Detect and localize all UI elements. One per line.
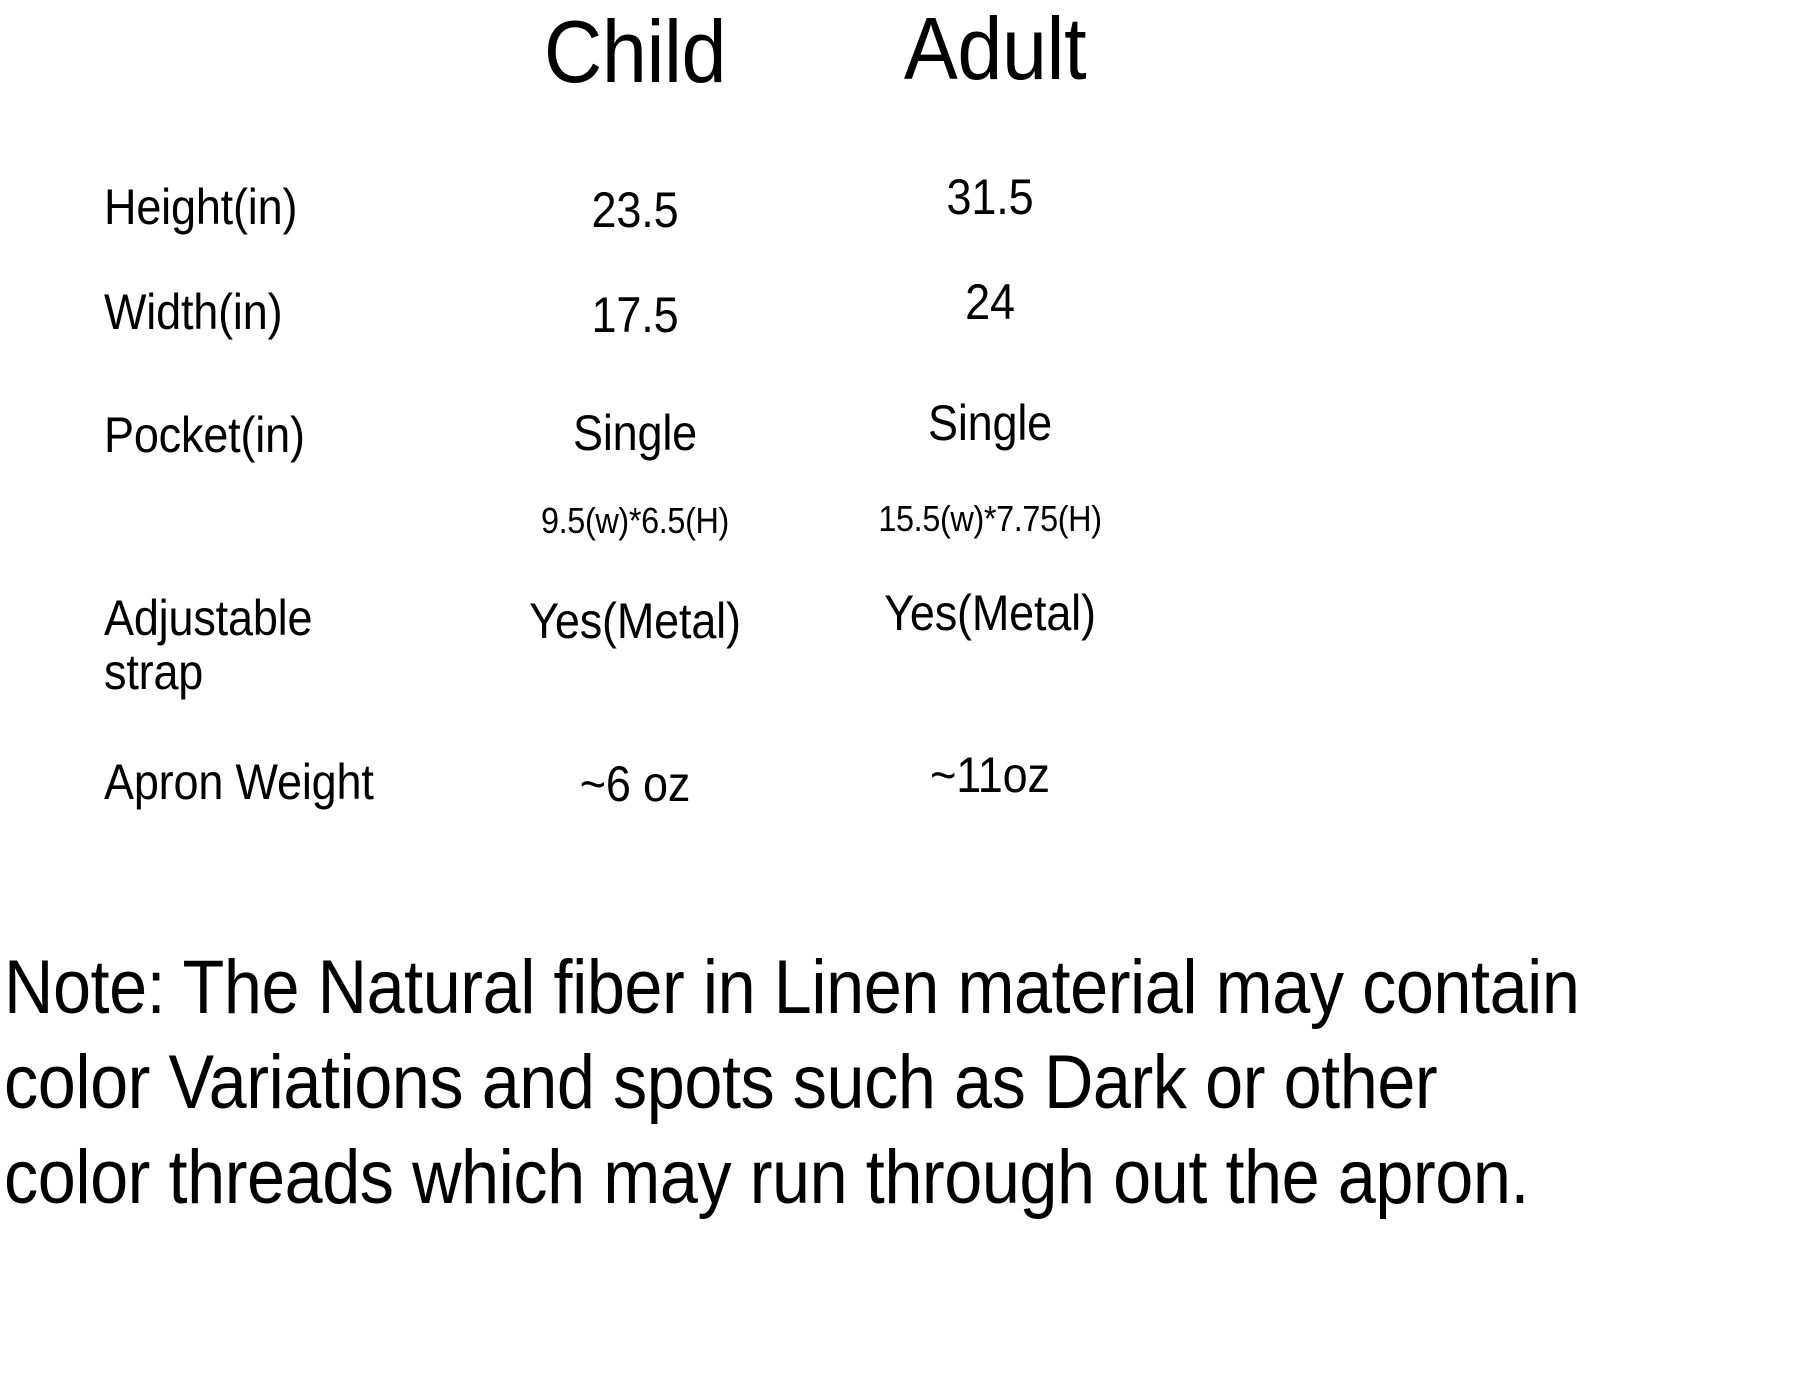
cell-width-adult: 24	[965, 274, 1015, 330]
cell-height-child: 23.5	[591, 182, 679, 238]
spec-table: Child Adult Height(in) 23.5 31.5 Width(i…	[104, 0, 1102, 812]
cell-height-adult: 31.5	[946, 169, 1034, 225]
column-header-child: Child	[543, 2, 727, 101]
cell-adjustable-strap-adult: Yes(Metal)	[884, 585, 1096, 641]
cell-adjustable-strap-child: Yes(Metal)	[529, 593, 741, 649]
row-label-width: Width(in)	[104, 284, 283, 340]
note-line-3: color threads which may run through out …	[4, 1135, 1529, 1220]
cell-pocket-child: Single	[572, 405, 698, 461]
note-line-2: color Variations and spots such as Dark …	[4, 1040, 1438, 1125]
cell-pocket-adult: Single	[927, 395, 1053, 451]
material-note: Note: The Natural fiber in Linen materia…	[4, 940, 1794, 1225]
cell-apron-weight-adult: ~11oz	[930, 747, 1050, 803]
row-label-height: Height(in)	[104, 179, 298, 235]
note-line-1: Note: The Natural fiber in Linen materia…	[4, 945, 1580, 1030]
cell-pocket-dimensions-child: 9.5(w)*6.5(H)	[541, 500, 729, 541]
cell-apron-weight-child: ~6 oz	[579, 756, 691, 812]
cell-width-child: 17.5	[591, 287, 679, 343]
row-label-apron-weight: Apron Weight	[104, 754, 374, 810]
cell-pocket-dimensions-adult: 15.5(w)*7.75(H)	[878, 498, 1102, 539]
row-label-adjustable-strap: Adjustable strap	[104, 590, 313, 700]
column-header-adult: Adult	[903, 0, 1087, 98]
row-label-pocket: Pocket(in)	[104, 407, 305, 463]
